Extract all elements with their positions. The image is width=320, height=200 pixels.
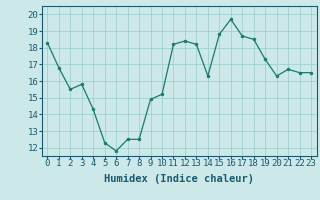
X-axis label: Humidex (Indice chaleur): Humidex (Indice chaleur) (104, 174, 254, 184)
